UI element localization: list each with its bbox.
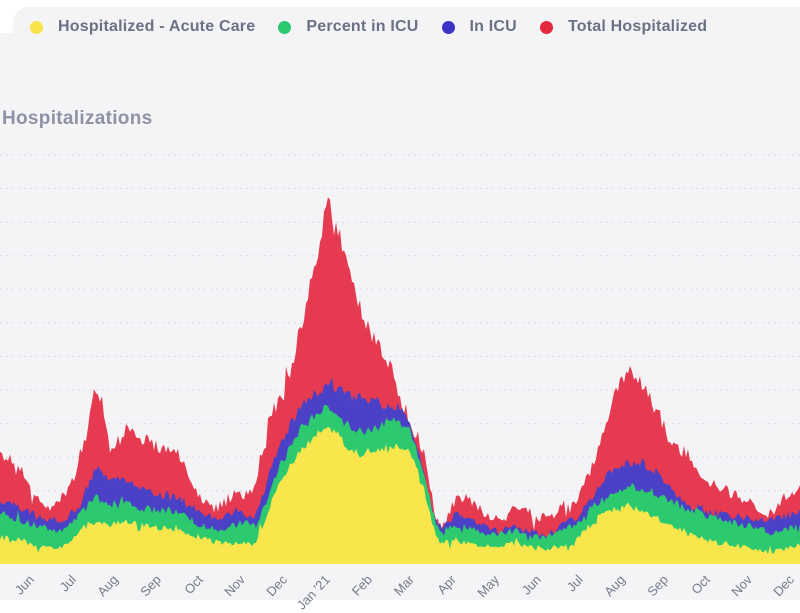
legend-item-hospitalized-acute-care[interactable]: Hospitalized - Acute Care — [30, 18, 255, 36]
legend-item-total-hospitalized[interactable]: Total Hospitalized — [539, 18, 708, 36]
legend-dot-green-icon — [278, 20, 292, 34]
legend-item-percent-in-icu[interactable]: Percent in ICU — [278, 18, 418, 36]
chart-title: Hospitalizations — [2, 108, 153, 129]
legend-label: In ICU — [469, 18, 517, 35]
hospitalizations-area-chart[interactable] — [0, 120, 800, 600]
legend-dot-yellow-icon — [30, 20, 43, 34]
legend-dot-blue-icon — [441, 20, 455, 34]
legend-label: Percent in ICU — [306, 18, 419, 35]
legend-dot-red-icon — [539, 20, 553, 34]
chart-legend: Hospitalized - Acute Care Percent in ICU… — [30, 16, 707, 38]
area-total-hospitalized — [0, 197, 800, 565]
legend-item-in-icu[interactable]: In ICU — [441, 18, 517, 36]
area-hospitalized-acute-care — [0, 426, 800, 564]
legend-label: Total Hospitalized — [567, 18, 708, 35]
legend-label: Hospitalized - Acute Care — [58, 18, 256, 35]
